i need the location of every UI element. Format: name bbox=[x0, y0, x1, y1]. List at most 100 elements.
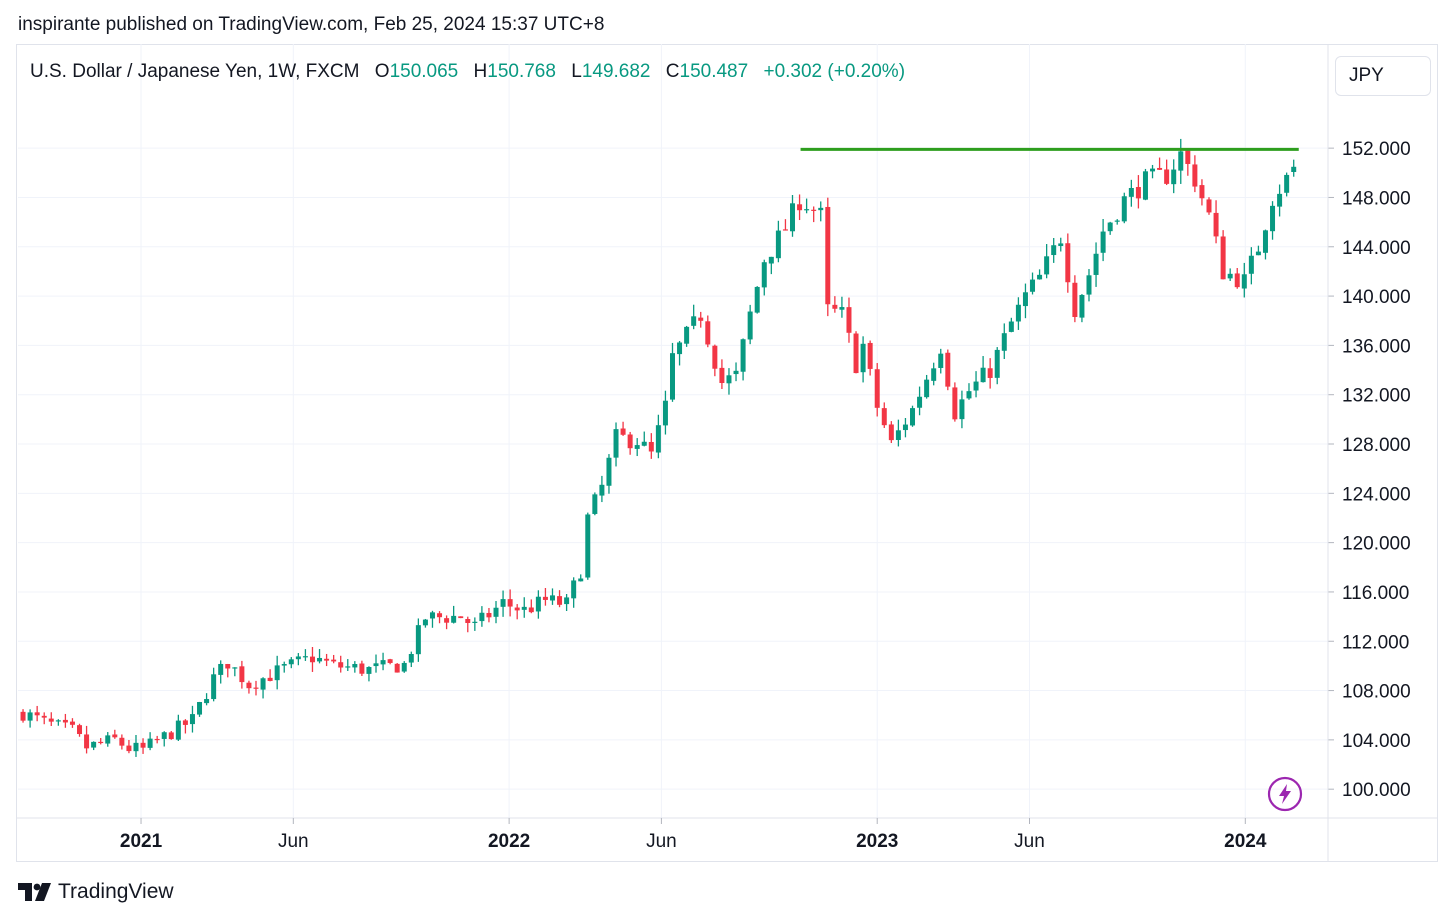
candle-body bbox=[458, 616, 464, 619]
candle-body bbox=[1213, 212, 1219, 237]
candle-body bbox=[366, 666, 372, 674]
candle-body bbox=[747, 311, 753, 340]
candle-body bbox=[1227, 273, 1233, 279]
candle-body bbox=[514, 607, 520, 611]
candle-body bbox=[1022, 292, 1028, 307]
candle-body bbox=[634, 445, 640, 449]
x-tick-label: Jun bbox=[646, 831, 677, 852]
candle-body bbox=[1001, 333, 1007, 351]
candle-body bbox=[309, 656, 315, 663]
currency-button[interactable]: JPY bbox=[1335, 56, 1431, 96]
candle-body bbox=[493, 607, 499, 617]
candle-body bbox=[655, 425, 661, 453]
candle-body bbox=[846, 307, 852, 333]
lightning-icon[interactable] bbox=[1267, 776, 1303, 812]
candle-body bbox=[698, 317, 704, 321]
candle-body bbox=[288, 659, 294, 665]
candle-body bbox=[599, 484, 605, 496]
candle-body bbox=[69, 721, 75, 725]
candle-body bbox=[359, 663, 365, 674]
candle-body bbox=[980, 367, 986, 383]
candle-body bbox=[507, 599, 513, 607]
y-tick-label: 128.000 bbox=[1342, 435, 1411, 456]
candle-body bbox=[500, 599, 506, 607]
low-value: 149.682 bbox=[581, 61, 651, 82]
candle-body bbox=[705, 321, 711, 345]
candle-body bbox=[825, 206, 831, 305]
candle-body bbox=[613, 429, 619, 458]
candle-body bbox=[797, 204, 803, 211]
candle-body bbox=[387, 659, 393, 663]
candle-body bbox=[77, 725, 83, 735]
tradingview-logo[interactable]: TradingView bbox=[18, 880, 174, 904]
candle-body bbox=[408, 654, 414, 663]
candle-body bbox=[860, 343, 866, 373]
candle-body bbox=[472, 621, 478, 623]
candle-body bbox=[1248, 255, 1254, 274]
y-tick-label: 140.000 bbox=[1342, 287, 1411, 308]
candle-body bbox=[1079, 294, 1085, 318]
candle-body bbox=[853, 333, 859, 374]
y-tick-label: 136.000 bbox=[1342, 336, 1411, 357]
candle-body bbox=[578, 578, 584, 582]
candle-body bbox=[1262, 230, 1268, 253]
candle-body bbox=[112, 734, 118, 738]
candle-body bbox=[761, 262, 767, 288]
candle-body bbox=[295, 656, 301, 660]
candle-body bbox=[952, 387, 958, 420]
candle-body bbox=[429, 612, 435, 619]
candle-body bbox=[641, 441, 647, 446]
candle-body bbox=[945, 352, 951, 387]
candle-body bbox=[465, 619, 471, 623]
y-tick-label: 100.000 bbox=[1342, 780, 1411, 801]
candle-body bbox=[528, 607, 534, 613]
candle-body bbox=[938, 353, 944, 368]
candle-body bbox=[1270, 205, 1276, 232]
change-value: +0.302 (+0.20%) bbox=[763, 61, 906, 82]
candle-body bbox=[373, 663, 379, 667]
candle-body bbox=[422, 619, 428, 626]
candle-body bbox=[1291, 166, 1297, 173]
candle-body bbox=[684, 326, 690, 344]
candle-body bbox=[62, 719, 68, 723]
y-tick-label: 120.000 bbox=[1342, 534, 1411, 555]
x-tick-label: Jun bbox=[1014, 831, 1045, 852]
candle-body bbox=[204, 699, 210, 704]
candle-body bbox=[557, 596, 563, 605]
candle-body bbox=[324, 658, 330, 661]
candle-body bbox=[161, 732, 167, 739]
candle-body bbox=[592, 494, 598, 514]
candle-body bbox=[571, 580, 577, 599]
low-label: L bbox=[571, 61, 582, 82]
candle-body bbox=[401, 662, 407, 672]
candle-body bbox=[1128, 188, 1134, 197]
candle-body bbox=[239, 666, 245, 683]
candle-body bbox=[1192, 164, 1198, 187]
candle-body bbox=[719, 367, 725, 384]
time-axis[interactable]: 2021 Jun 2022 Jun 2023 Jun 2024 bbox=[16, 817, 1438, 852]
candle-body bbox=[1015, 304, 1021, 322]
candle-body bbox=[1277, 193, 1283, 207]
candle-body bbox=[1086, 275, 1092, 295]
candle-body bbox=[119, 737, 125, 746]
price-axis[interactable]: 100.000 104.000 108.000 112.000 116.000 120.0… bbox=[1327, 44, 1411, 862]
candle-body bbox=[542, 596, 548, 600]
candle-body bbox=[1199, 185, 1205, 199]
candle-body bbox=[48, 718, 54, 722]
candle-body bbox=[733, 370, 739, 375]
candle-body bbox=[338, 662, 344, 668]
candle-body bbox=[888, 424, 894, 441]
candle-body bbox=[832, 304, 838, 309]
y-tick-label: 132.000 bbox=[1342, 386, 1411, 407]
candle-body bbox=[140, 742, 146, 748]
candle-body bbox=[1157, 167, 1163, 170]
candle-body bbox=[994, 349, 1000, 378]
candle-body bbox=[740, 339, 746, 372]
candle-body bbox=[973, 381, 979, 391]
candle-body bbox=[267, 677, 273, 681]
candle-body bbox=[1065, 243, 1071, 283]
candle-body bbox=[902, 424, 908, 431]
candle-body bbox=[197, 702, 203, 715]
candle-body bbox=[345, 666, 351, 668]
